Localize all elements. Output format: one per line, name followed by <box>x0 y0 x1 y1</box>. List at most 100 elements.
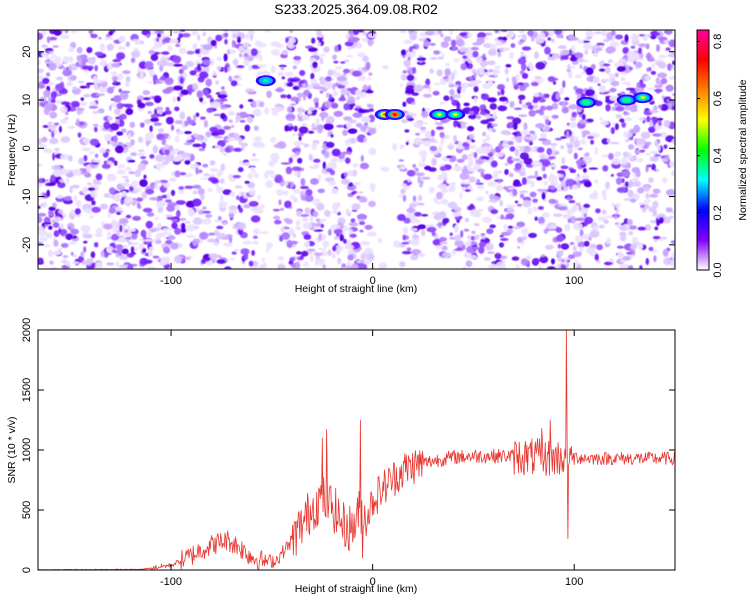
heatmap-cell <box>117 46 126 50</box>
heatmap-cell <box>88 215 94 219</box>
heatmap-cell <box>516 221 525 228</box>
heatmap-cell <box>98 86 108 93</box>
heatmap-cell <box>416 203 425 206</box>
heatmap-cell <box>270 41 281 47</box>
heatmap-cell <box>293 188 301 194</box>
heatmap-cell <box>587 135 595 140</box>
heatmap-cell <box>344 138 351 146</box>
heatmap-cell <box>534 216 538 221</box>
heatmap-cell <box>107 116 113 121</box>
heatmap-cell <box>583 240 590 247</box>
heatmap-cell <box>177 96 181 102</box>
heatmap-cell <box>151 239 157 243</box>
heatmap-cell <box>365 90 374 94</box>
heatmap-cell <box>188 87 193 96</box>
heatmap-cell <box>476 185 485 190</box>
heatmap-cell <box>601 189 607 198</box>
heatmap-cell <box>648 246 654 251</box>
heatmap-cell <box>555 137 562 141</box>
heatmap-cell <box>118 119 125 127</box>
heatmap-cell <box>353 182 362 186</box>
heatmap-cell <box>439 241 448 245</box>
heatmap-cell <box>574 74 583 79</box>
heatmap-cell <box>43 244 51 248</box>
heatmap-cell <box>507 141 514 145</box>
heatmap-cell <box>505 64 512 68</box>
heatmap-cell <box>562 80 566 89</box>
heatmap-cell <box>38 163 42 167</box>
heatmap-cell <box>670 240 675 244</box>
heatmap-cell <box>393 240 401 248</box>
heatmap-cell <box>615 114 622 119</box>
heatmap-cell <box>335 66 343 70</box>
heatmap-cell <box>497 52 502 57</box>
heatmap-cell <box>145 188 155 195</box>
heatmap-cell <box>161 51 170 55</box>
heatmap-cell <box>69 185 73 194</box>
heatmap-cell <box>431 158 437 166</box>
heatmap-cell <box>300 185 309 190</box>
heatmap-cell <box>352 30 360 35</box>
heatmap-cell <box>355 89 361 96</box>
heatmap-cell <box>316 124 325 130</box>
heatmap-cell <box>124 82 130 87</box>
heatmap-cell <box>252 206 260 212</box>
heatmap-cell <box>622 256 631 261</box>
heatmap-cell <box>670 50 675 58</box>
heatmap-cell <box>246 115 254 124</box>
heatmap-cell <box>518 94 526 101</box>
heatmap-cell <box>414 212 422 217</box>
heatmap-cell <box>313 86 318 89</box>
heatmap-cell <box>244 124 251 132</box>
heatmap-cell <box>341 178 350 185</box>
heatmap-cell <box>317 259 326 266</box>
heatmap-cell <box>518 114 528 117</box>
heatmap-cell <box>646 67 651 72</box>
heatmap-cell <box>119 218 129 225</box>
heatmap-cell <box>79 85 87 89</box>
heatmap-cell <box>103 193 111 198</box>
heatmap-cell <box>86 258 92 266</box>
heatmap-cell <box>412 234 419 239</box>
heatmap-cell <box>304 207 311 215</box>
heatmap-cell <box>569 185 573 190</box>
heatmap-cell <box>444 68 451 77</box>
heatmap-cell <box>359 221 365 226</box>
heatmap-cell <box>546 148 553 156</box>
heatmap-cell <box>95 227 103 234</box>
heatmap-cell <box>638 43 648 48</box>
heatmap-cell <box>160 75 167 81</box>
heatmap-cell <box>216 225 224 230</box>
heatmap-cell <box>569 121 578 128</box>
heatmap-cell <box>220 106 227 110</box>
heatmap-cell <box>94 82 99 91</box>
heatmap-cell <box>137 102 146 109</box>
heatmap-cell <box>202 59 211 66</box>
heatmap-cell <box>115 261 120 267</box>
heatmap-cell <box>268 160 275 168</box>
heatmap-cell <box>357 213 367 220</box>
heatmap-cell <box>303 261 309 267</box>
heatmap-cell <box>156 195 163 202</box>
heatmap-cell <box>287 118 295 121</box>
heatmap-cell <box>250 166 254 171</box>
heatmap-cell <box>401 119 408 124</box>
colorbar: 0.00.20.40.60.8 Normalized spectral ampl… <box>696 29 749 278</box>
heatmap-cell <box>502 36 508 42</box>
heatmap-cell <box>615 106 625 112</box>
heatmap-cell <box>644 224 652 231</box>
heatmap-cell <box>178 33 183 39</box>
heatmap-cell <box>542 212 551 218</box>
heatmap-cell <box>292 133 296 137</box>
heatmap-cell <box>192 184 202 189</box>
heatmap-cell <box>240 147 245 150</box>
heatmap-cell <box>274 106 285 112</box>
heatmap-cell <box>509 51 514 60</box>
heatmap-cell <box>482 131 486 137</box>
heatmap-cell <box>286 239 293 248</box>
heatmap-cell <box>331 148 341 157</box>
heatmap-cell <box>560 243 570 250</box>
heatmap-cell <box>592 76 600 84</box>
heatmap-cell <box>666 30 671 36</box>
heatmap-cell <box>518 99 523 105</box>
